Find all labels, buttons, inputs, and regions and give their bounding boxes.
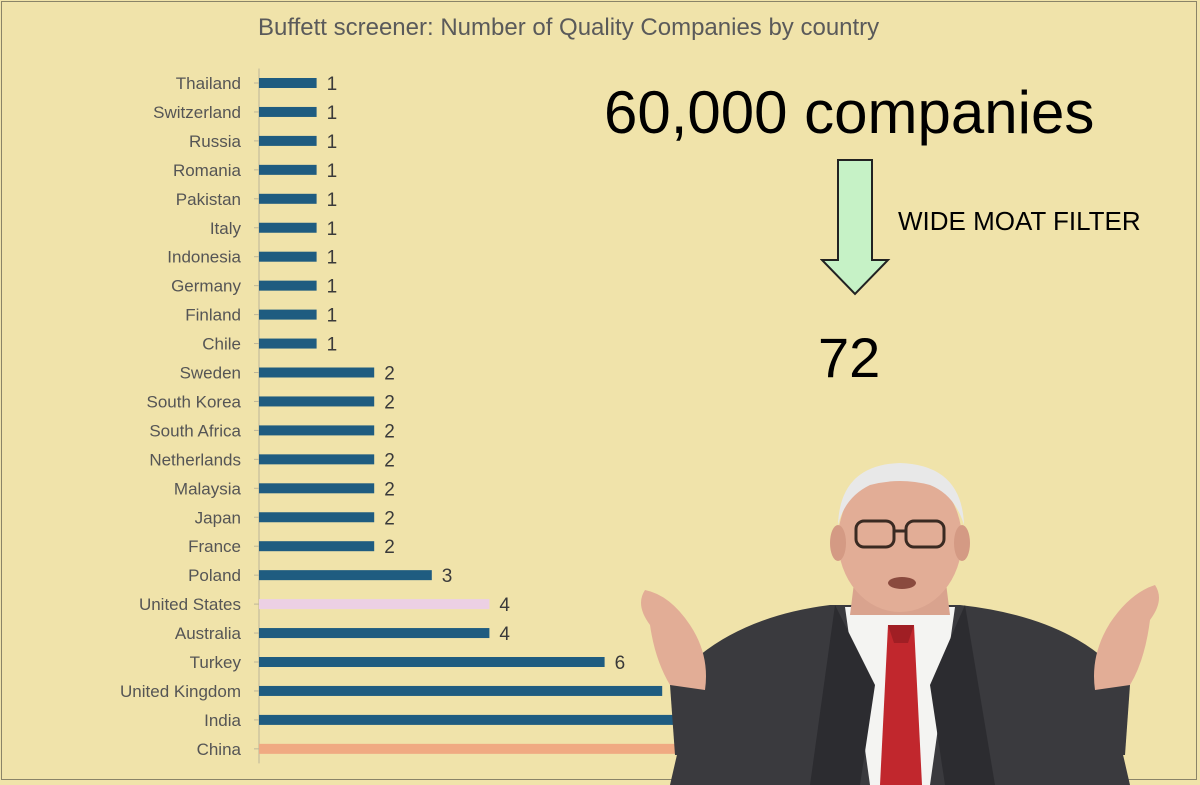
category-label: Switzerland — [153, 103, 241, 122]
data-label: 1 — [327, 161, 338, 182]
bar — [259, 425, 375, 436]
portrait-photo — [641, 463, 1159, 785]
bar — [259, 367, 375, 378]
bar — [259, 193, 317, 204]
data-label: 1 — [327, 219, 338, 240]
category-label: Pakistan — [176, 190, 241, 209]
data-label: 2 — [384, 450, 395, 471]
chart-title: Buffett screener: Number of Quality Comp… — [258, 14, 880, 41]
data-label: 3 — [442, 566, 453, 587]
category-label: Netherlands — [149, 450, 241, 469]
bar — [259, 251, 317, 262]
data-label: 4 — [499, 624, 510, 645]
bar — [259, 657, 605, 667]
bar — [259, 309, 317, 320]
hair — [838, 463, 964, 525]
category-label: United States — [139, 595, 241, 614]
category-label: Russia — [189, 132, 242, 151]
category-label: Malaysia — [174, 479, 242, 498]
category-label: South Korea — [146, 392, 241, 411]
bar — [259, 570, 432, 581]
category-label: United Kingdom — [120, 682, 241, 701]
bar — [259, 512, 375, 523]
data-label: 1 — [327, 277, 338, 298]
bar — [259, 396, 375, 407]
glasses-icon — [854, 519, 946, 549]
data-label: 1 — [327, 132, 338, 153]
face — [838, 468, 962, 612]
category-label: India — [204, 711, 241, 730]
bar — [259, 628, 490, 639]
data-label: 1 — [327, 103, 338, 124]
bar — [259, 106, 317, 117]
bar — [259, 338, 317, 349]
bar — [259, 541, 375, 552]
left-hand — [641, 590, 706, 697]
bar — [259, 483, 375, 494]
category-label: South Africa — [149, 421, 241, 440]
category-label: Chile — [202, 335, 241, 354]
category-label: France — [188, 537, 241, 556]
category-label: Indonesia — [167, 248, 241, 267]
category-label: Thailand — [176, 74, 241, 93]
data-label: 1 — [327, 335, 338, 356]
necktie — [880, 625, 922, 785]
category-label: Turkey — [190, 653, 242, 672]
data-label: 2 — [384, 392, 395, 413]
filter-label: WIDE MOAT FILTER — [898, 206, 1141, 236]
data-label: 4 — [499, 595, 510, 616]
data-label: 2 — [384, 421, 395, 442]
category-label: Finland — [185, 306, 241, 325]
down-arrow-icon — [820, 159, 891, 296]
data-label: 2 — [384, 364, 395, 385]
data-label: 2 — [384, 508, 395, 529]
result-count: 72 — [818, 326, 881, 389]
bar — [259, 78, 317, 88]
right-hand — [1094, 585, 1159, 697]
data-label: 1 — [327, 74, 338, 95]
category-label: Germany — [171, 277, 241, 296]
category-label: Sweden — [180, 364, 241, 383]
bar — [259, 743, 1066, 754]
data-label: 2 — [384, 537, 395, 558]
category-label: Australia — [175, 624, 242, 643]
bar — [259, 599, 490, 610]
data-label: 6 — [615, 653, 626, 674]
bar — [259, 454, 375, 465]
bar — [259, 164, 317, 175]
data-label: 1 — [327, 190, 338, 211]
headline-company-count: 60,000 companies — [604, 79, 1095, 146]
bar — [259, 685, 663, 696]
bar — [259, 135, 317, 146]
category-label: Japan — [195, 508, 241, 527]
category-label: China — [197, 740, 242, 759]
data-label: 1 — [327, 306, 338, 327]
data-label: 1 — [327, 248, 338, 269]
category-label: Italy — [210, 219, 242, 238]
category-label: Poland — [188, 566, 241, 585]
bar — [259, 222, 317, 233]
bar — [259, 280, 317, 291]
data-label: 2 — [384, 479, 395, 500]
category-label: Romania — [173, 161, 242, 180]
bar — [259, 714, 778, 725]
